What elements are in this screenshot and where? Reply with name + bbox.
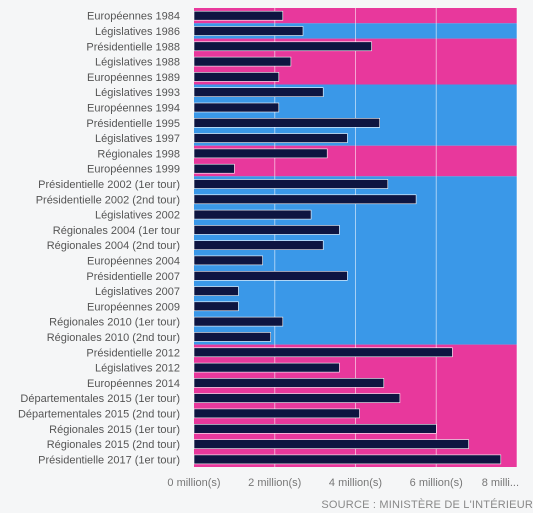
source-note: SOURCE : MINISTÈRE DE L'INTÉRIEUR (321, 498, 533, 511)
category-label: Présidentielle 1995 (86, 118, 180, 130)
category-label: Européennes 1989 (87, 72, 180, 84)
x-tick-labels: 0 million(s) 2 million(s) 4 million(s) 6 mi… (167, 477, 519, 489)
bar[interactable] (193, 408, 360, 419)
bar[interactable] (193, 286, 239, 296)
bar[interactable] (193, 332, 271, 342)
bar[interactable] (193, 26, 304, 36)
bar[interactable] (193, 163, 235, 174)
bar[interactable] (193, 347, 453, 358)
bar[interactable] (193, 209, 312, 220)
bar[interactable] (193, 316, 284, 327)
category-label: Législatives 2007 (95, 286, 180, 298)
bar[interactable] (193, 393, 401, 403)
category-label: Régionales 2015 (2nd tour) (47, 439, 180, 451)
category-label: Législatives 1986 (95, 26, 180, 38)
bar[interactable] (193, 255, 263, 266)
category-label: Présidentielle 2002 (2nd tour) (36, 194, 180, 206)
category-label: Législatives 1988 (95, 57, 180, 69)
bar[interactable] (193, 240, 324, 250)
gridlines (274, 8, 518, 467)
bar[interactable] (193, 378, 385, 388)
bar[interactable] (193, 362, 340, 373)
x-tick-label: 2 million(s) (248, 477, 301, 489)
category-label: Législatives 1993 (95, 87, 180, 99)
category-label: Présidentielle 2002 (1er tour) (38, 179, 180, 191)
bar[interactable] (193, 87, 324, 97)
bar[interactable] (193, 41, 372, 52)
bar[interactable] (193, 225, 340, 235)
category-label: Présidentielle 2012 (86, 347, 180, 359)
category-label: Régionales 2010 (2nd tour) (47, 332, 180, 344)
bar[interactable] (193, 454, 502, 465)
bar[interactable] (193, 179, 389, 189)
bar[interactable] (193, 148, 328, 159)
category-label: Départementales 2015 (2nd tour) (18, 408, 180, 420)
bar[interactable] (193, 133, 348, 143)
bars (193, 10, 502, 465)
category-label: Présidentielle 1988 (86, 41, 180, 53)
bar[interactable] (193, 301, 239, 312)
bar[interactable] (193, 194, 417, 205)
category-label: Régionales 2004 (1er tour (53, 225, 181, 237)
category-label: Législatives 2002 (95, 210, 180, 222)
category-label: Législatives 2012 (95, 363, 180, 375)
bar[interactable] (193, 56, 292, 67)
category-label: Présidentielle 2007 (86, 271, 180, 283)
bar[interactable] (193, 72, 280, 82)
category-label: Européennes 1984 (87, 11, 180, 23)
category-label: Présidentielle 2017 (1er tour) (38, 454, 180, 466)
bar[interactable] (193, 270, 348, 281)
category-label: Législatives 1997 (95, 133, 180, 145)
x-tick-label: 4 million(s) (329, 477, 382, 489)
category-label: Européennes 2004 (87, 255, 180, 267)
category-label: Régionales 1998 (97, 148, 180, 160)
category-label: Régionales 2010 (1er tour) (49, 317, 180, 329)
bar[interactable] (193, 10, 284, 21)
x-tick-label: 6 million(s) (410, 477, 463, 489)
bar[interactable] (193, 118, 380, 128)
x-tick-label: 0 million(s) (167, 477, 220, 489)
bar[interactable] (193, 102, 280, 113)
bar[interactable] (193, 439, 469, 449)
category-label: Européennes 1999 (87, 164, 180, 176)
category-label: Européennes 1994 (87, 103, 180, 115)
x-tick-label: 8 milli... (482, 477, 519, 489)
category-label: Régionales 2004 (2nd tour) (47, 240, 180, 252)
category-label: Départementales 2015 (1er tour) (20, 393, 180, 405)
bar[interactable] (193, 423, 437, 434)
category-label: Européennes 2009 (87, 301, 180, 313)
category-label: Régionales 2015 (1er tour) (49, 424, 180, 436)
category-labels: Européennes 1984 Législatives 1986 Préside… (18, 11, 180, 467)
category-label: Européennes 2014 (87, 378, 180, 390)
